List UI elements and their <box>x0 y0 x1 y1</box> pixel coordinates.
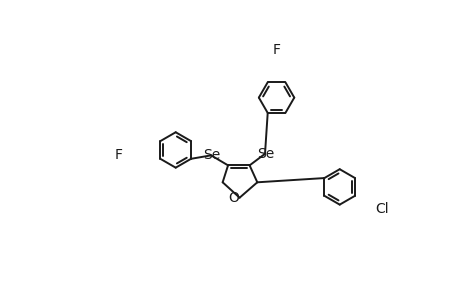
Text: Cl: Cl <box>375 202 388 216</box>
Text: O: O <box>228 191 238 205</box>
Text: Se: Se <box>203 148 220 162</box>
Text: F: F <box>272 43 280 57</box>
Text: F: F <box>114 148 123 162</box>
Text: Se: Se <box>257 147 274 161</box>
